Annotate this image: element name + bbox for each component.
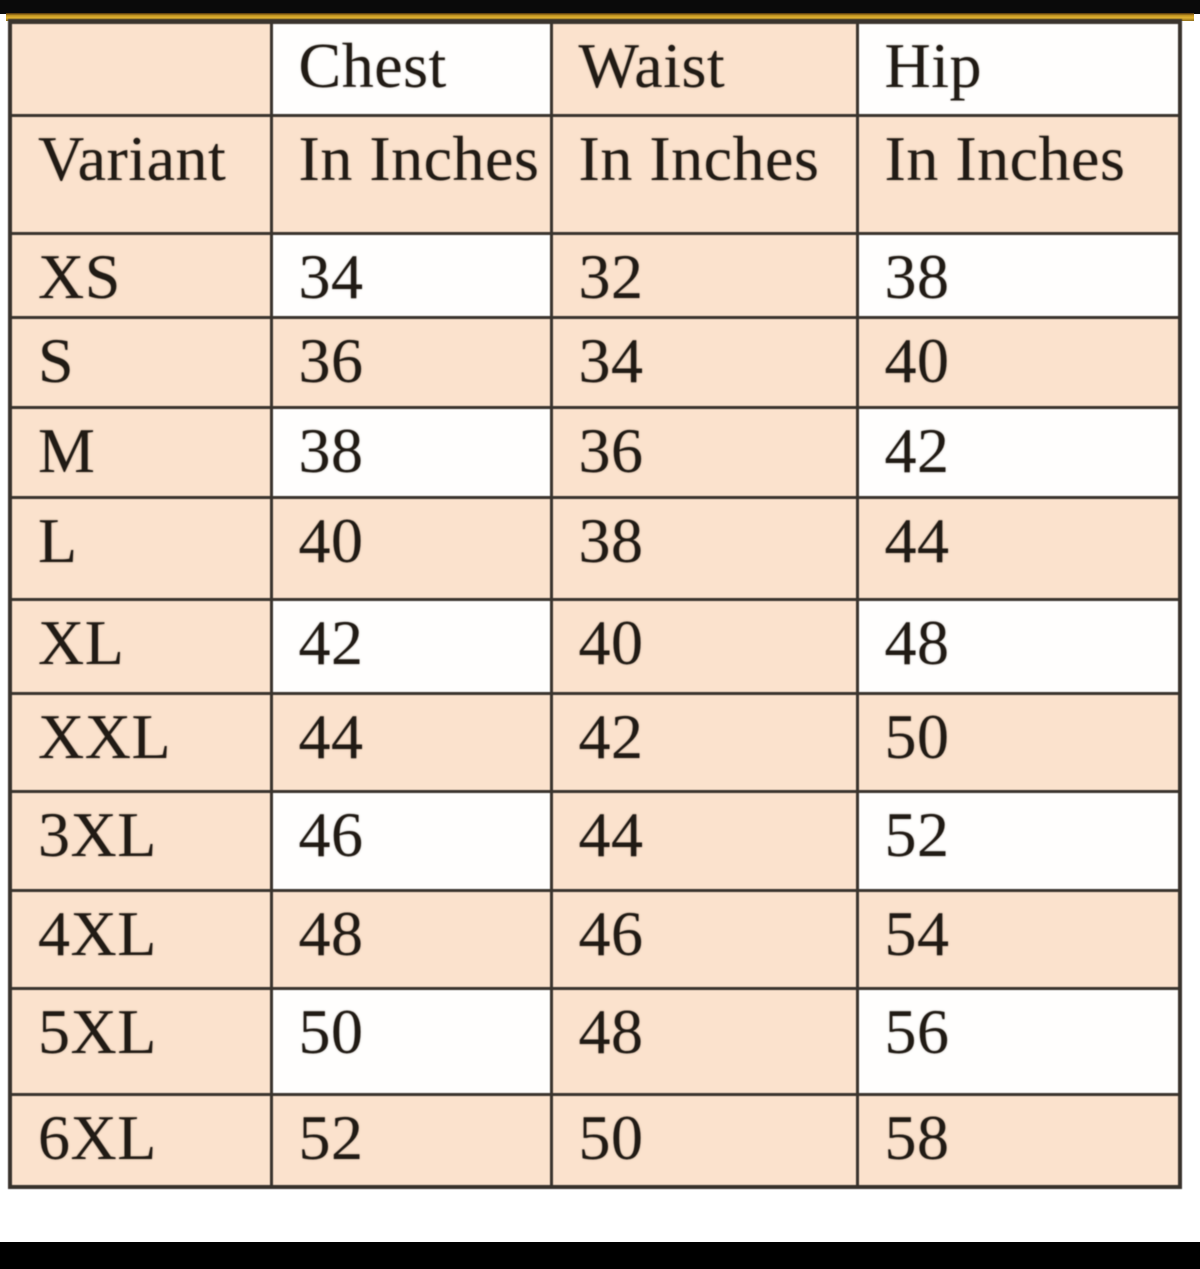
measurement-cell-waist: 32 <box>549 232 859 319</box>
measurement-cell-chest: 40 <box>269 496 553 601</box>
subheader-waist-units: In Inches <box>549 114 859 235</box>
measurement-cell-chest: 50 <box>269 987 553 1096</box>
measurement-cell-hip: 58 <box>855 1093 1182 1188</box>
measurement-cell-waist: 38 <box>549 496 859 601</box>
measurement-cell-chest: 42 <box>269 598 553 695</box>
column-header-chest: Chest <box>269 19 553 117</box>
table-row-xxl: XXL 44 42 50 <box>8 692 1182 793</box>
measurement-cell-chest: 44 <box>269 692 553 793</box>
measurement-cell-waist: 48 <box>549 987 859 1096</box>
measurement-cell-chest: 46 <box>269 790 553 892</box>
table-row-xs: XS 34 32 38 <box>8 232 1182 319</box>
column-header-waist: Waist <box>549 19 859 117</box>
subheader-hip-units: In Inches <box>855 114 1182 235</box>
measurement-cell-hip: 50 <box>855 692 1182 793</box>
table-row-4xl: 4XL 48 46 54 <box>8 889 1182 990</box>
variant-cell: 4XL <box>8 889 273 990</box>
measurement-cell-waist: 34 <box>549 316 859 409</box>
measurement-cell-chest: 38 <box>269 406 553 499</box>
measurement-cell-hip: 48 <box>855 598 1182 695</box>
measurement-cell-hip: 56 <box>855 987 1182 1096</box>
measurement-cell-waist: 40 <box>549 598 859 695</box>
subheader-chest-units: In Inches <box>269 114 553 235</box>
table-row-m: M 38 36 42 <box>8 406 1182 499</box>
variant-cell: M <box>8 406 273 499</box>
column-header-hip: Hip <box>855 19 1182 117</box>
measurement-cell-hip: 40 <box>855 316 1182 409</box>
variant-cell: 6XL <box>8 1093 273 1188</box>
bottom-black-bar <box>0 1242 1200 1269</box>
variant-cell: XXL <box>8 692 273 793</box>
measurement-cell-chest: 34 <box>269 232 553 319</box>
table-row-6xl: 6XL 52 50 58 <box>8 1093 1182 1188</box>
table-header-row: Chest Waist Hip <box>8 19 1182 117</box>
measurement-cell-waist: 42 <box>549 692 859 793</box>
variant-cell: XL <box>8 598 273 695</box>
variant-cell: S <box>8 316 273 409</box>
top-black-bar <box>0 0 1200 14</box>
table-subheader-row: Variant In Inches In Inches In Inches <box>8 114 1182 235</box>
measurement-cell-waist: 44 <box>549 790 859 892</box>
measurement-cell-hip: 42 <box>855 406 1182 499</box>
variant-cell: XS <box>8 232 273 319</box>
measurement-cell-waist: 36 <box>549 406 859 499</box>
table-row-xl: XL 42 40 48 <box>8 598 1182 695</box>
table-row-5xl: 5XL 50 48 56 <box>8 987 1182 1096</box>
measurement-cell-hip: 52 <box>855 790 1182 892</box>
measurement-cell-chest: 48 <box>269 889 553 990</box>
measurement-cell-hip: 54 <box>855 889 1182 990</box>
measurement-cell-hip: 44 <box>855 496 1182 601</box>
measurement-cell-waist: 46 <box>549 889 859 990</box>
header-empty-cell <box>8 19 273 117</box>
measurement-cell-chest: 52 <box>269 1093 553 1188</box>
measurement-cell-waist: 50 <box>549 1093 859 1188</box>
variant-cell: 5XL <box>8 987 273 1096</box>
variant-cell: 3XL <box>8 790 273 892</box>
table-row-3xl: 3XL 46 44 52 <box>8 790 1182 892</box>
measurement-cell-hip: 38 <box>855 232 1182 319</box>
size-chart-table: Chest Waist Hip Variant In Inches In Inc… <box>8 19 1182 1189</box>
table-row-s: S 36 34 40 <box>8 316 1182 409</box>
variant-cell: L <box>8 496 273 601</box>
column-header-variant: Variant <box>8 114 273 235</box>
table-row-l: L 40 38 44 <box>8 496 1182 601</box>
measurement-cell-chest: 36 <box>269 316 553 409</box>
gold-accent-line <box>6 13 1194 21</box>
